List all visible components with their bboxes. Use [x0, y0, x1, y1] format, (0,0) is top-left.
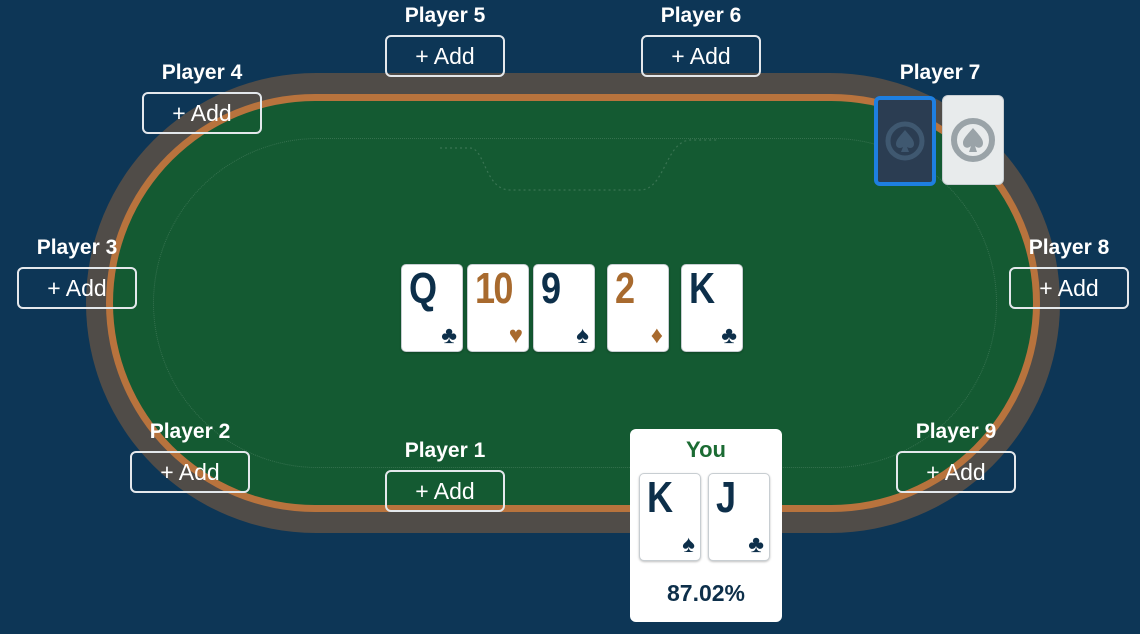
board-card-5[interactable]: K ♣	[681, 264, 743, 352]
spade-suit-icon: ♠	[576, 322, 589, 349]
add-player-8-button[interactable]: + Add	[1009, 267, 1129, 309]
seat-player-6: Player 6 + Add	[639, 3, 763, 77]
add-player-6-button[interactable]: + Add	[641, 35, 761, 77]
add-player-2-button[interactable]: + Add	[130, 451, 250, 493]
seat-player-8: Player 8 + Add	[1007, 235, 1131, 309]
seat-label: Player 3	[36, 236, 118, 259]
seat-label: Player 1	[404, 439, 486, 462]
player-7-card-1-slot[interactable]	[874, 96, 936, 186]
seat-label: Player 8	[1028, 236, 1110, 259]
hero-card-1[interactable]: K ♠	[639, 473, 701, 561]
win-equity-percentage: 87.02%	[666, 580, 745, 606]
card-rank: 2	[615, 264, 635, 313]
seat-label: Player 6	[660, 4, 742, 27]
diamond-suit-icon: ♦	[650, 322, 663, 349]
board-card-1[interactable]: Q ♣	[401, 264, 463, 352]
board-card-2[interactable]: 10 ♥	[467, 264, 529, 352]
add-player-4-button[interactable]: + Add	[142, 92, 262, 134]
seat-player-9: Player 9 + Add	[894, 419, 1018, 493]
card-rank: K	[647, 473, 673, 522]
player-7-card-2-slot[interactable]	[942, 95, 1004, 185]
club-suit-icon: ♣	[441, 322, 457, 349]
seat-label: Player 2	[149, 420, 231, 443]
card-rank: K	[689, 264, 715, 313]
seat-label: Player 9	[915, 420, 997, 443]
add-player-9-button[interactable]: + Add	[896, 451, 1016, 493]
seat-label: Player 7	[899, 61, 981, 84]
card-rank: 9	[541, 264, 561, 313]
card-rank: 10	[475, 264, 513, 313]
you-label: You	[686, 437, 726, 462]
card-back-spade-logo-icon	[885, 121, 925, 161]
card-back-spade-logo-icon	[951, 118, 995, 162]
board-card-3[interactable]: 9 ♠	[533, 264, 595, 352]
hero-card-2[interactable]: J ♣	[708, 473, 770, 561]
seat-label: Player 5	[404, 4, 486, 27]
add-player-3-button[interactable]: + Add	[17, 267, 137, 309]
seat-player-3: Player 3 + Add	[15, 235, 139, 309]
club-suit-icon: ♣	[748, 531, 764, 558]
seat-player-4: Player 4 + Add	[140, 60, 264, 134]
seat-player-5: Player 5 + Add	[383, 3, 507, 77]
board-card-4[interactable]: 2 ♦	[607, 264, 669, 352]
spade-suit-icon: ♠	[682, 531, 695, 558]
seat-player-1: Player 1 + Add	[383, 438, 507, 512]
hero-hand-panel: You K ♠ J ♣ 87.02%	[630, 429, 782, 622]
heart-suit-icon: ♥	[508, 322, 523, 349]
felt-betting-line	[153, 138, 997, 468]
dealer-area-outline	[440, 139, 718, 191]
card-rank: Q	[409, 264, 437, 313]
add-player-5-button[interactable]: + Add	[385, 35, 505, 77]
add-player-1-button[interactable]: + Add	[385, 470, 505, 512]
club-suit-icon: ♣	[721, 322, 737, 349]
seat-label: Player 4	[161, 61, 243, 84]
seat-player-2: Player 2 + Add	[128, 419, 252, 493]
card-rank: J	[716, 473, 736, 522]
seat-player-7: Player 7	[878, 60, 1002, 86]
